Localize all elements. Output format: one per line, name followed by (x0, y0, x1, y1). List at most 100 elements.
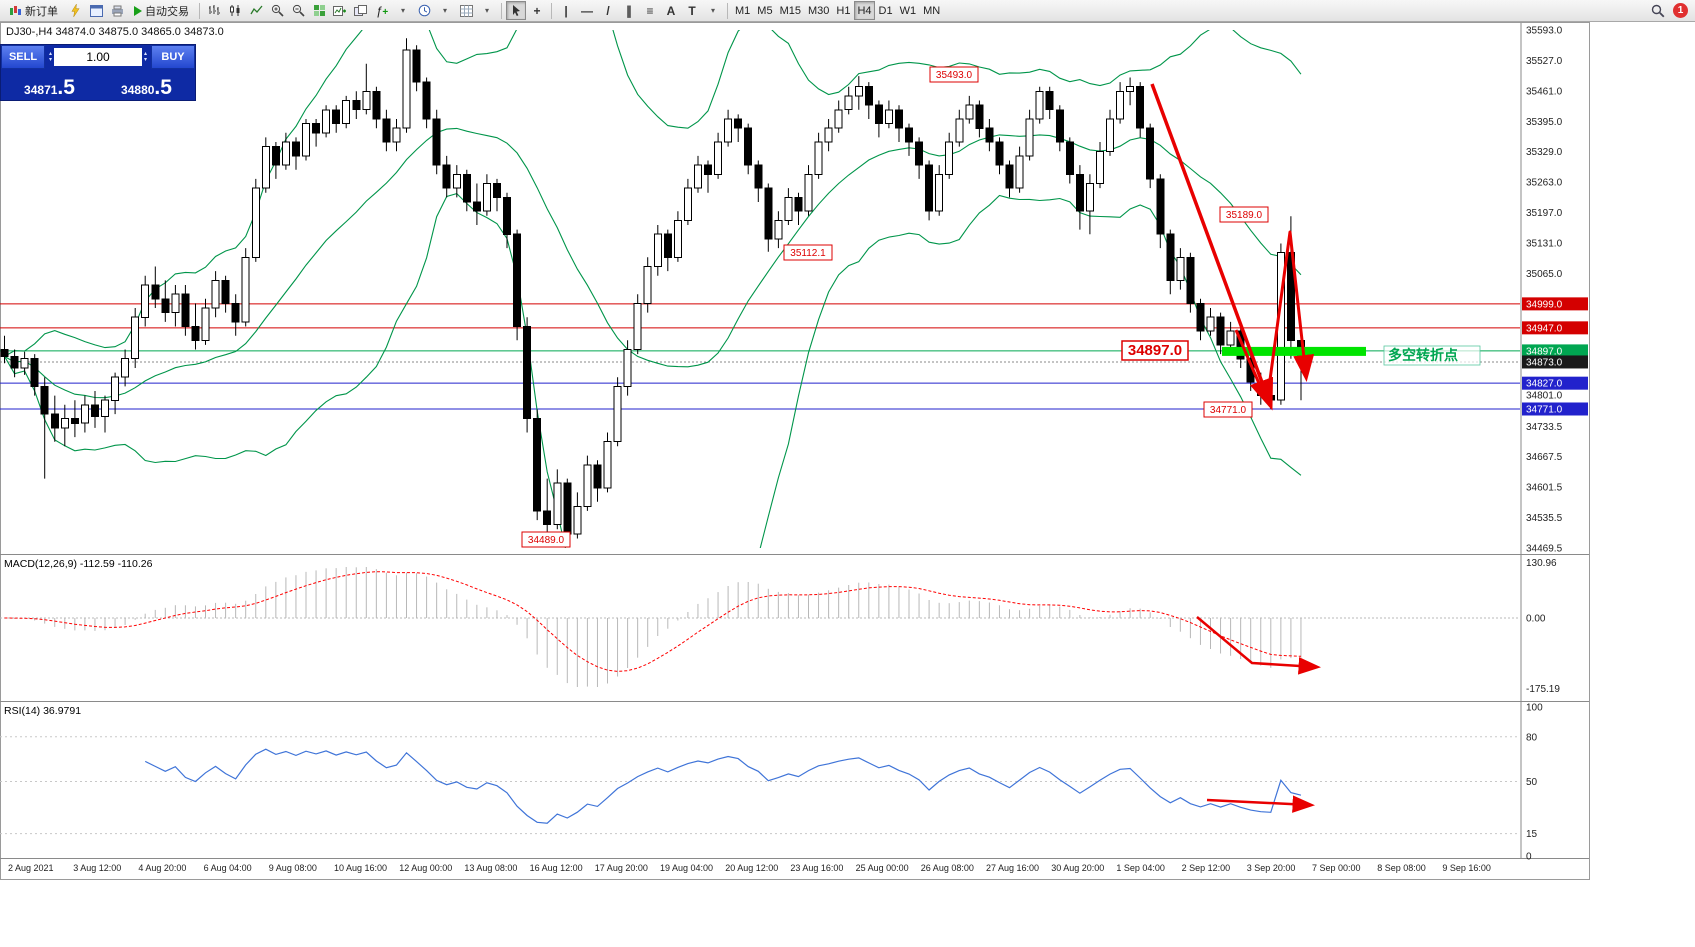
svg-text:34601.5: 34601.5 (1526, 483, 1563, 494)
svg-text:34999.0: 34999.0 (1526, 299, 1563, 310)
svg-text:0.00: 0.00 (1526, 614, 1546, 625)
svg-text:35395.0: 35395.0 (1526, 117, 1563, 128)
timeframe-m30[interactable]: M30 (805, 1, 832, 20)
zoom-in-button[interactable] (267, 1, 287, 20)
toolbar-separator (727, 2, 728, 19)
new-order-label: 新订单 (25, 5, 58, 18)
svg-text:20 Aug 12:00: 20 Aug 12:00 (725, 863, 778, 873)
trendline-tool[interactable]: / (598, 1, 618, 20)
templates-button[interactable] (456, 1, 476, 20)
svg-text:35593.0: 35593.0 (1526, 26, 1563, 37)
fibonacci-tool[interactable]: ≡ (640, 1, 660, 20)
line-chart-type-button[interactable] (246, 1, 266, 20)
tile-windows-button[interactable] (309, 1, 329, 20)
svg-text:2 Aug 2021: 2 Aug 2021 (8, 863, 54, 873)
horizontal-line-tool[interactable]: — (577, 1, 597, 20)
trendline-icon: / (606, 3, 610, 18)
cursor-tool-button[interactable] (506, 1, 526, 20)
price-tag (1522, 297, 1588, 311)
svg-text:34771.0: 34771.0 (1210, 405, 1247, 416)
svg-text:9 Aug 08:00: 9 Aug 08:00 (269, 863, 317, 873)
expert-advisor-button[interactable] (65, 1, 85, 20)
period-dropdown[interactable]: ▾ (435, 1, 455, 20)
new-chart-button[interactable] (330, 1, 350, 20)
svg-text:35527.0: 35527.0 (1526, 56, 1563, 67)
svg-text:2 Sep 12:00: 2 Sep 12:00 (1182, 863, 1231, 873)
sell-button[interactable]: SELL (1, 45, 45, 69)
printer-icon (111, 5, 123, 16)
svg-text:0: 0 (1526, 852, 1532, 863)
timeframe-mn[interactable]: MN (920, 1, 943, 20)
svg-text:10 Aug 16:00: 10 Aug 16:00 (334, 863, 387, 873)
toolbar-separator (551, 2, 552, 19)
svg-text:34897.0: 34897.0 (1526, 346, 1563, 357)
arrows-dropdown[interactable]: ▾ (703, 1, 723, 20)
turning-point-note: 多空转折点 (1383, 345, 1481, 366)
channel-tool[interactable]: ∥ (619, 1, 639, 20)
timeframe-label: M30 (807, 4, 830, 17)
profiles-button[interactable] (351, 1, 371, 20)
svg-text:1 Sep 04:00: 1 Sep 04:00 (1116, 863, 1165, 873)
notification-badge[interactable]: 1 (1673, 3, 1688, 18)
print-button[interactable] (107, 1, 127, 20)
buy-button[interactable]: BUY (151, 45, 195, 69)
price-annotation: 35112.1 (783, 244, 833, 261)
search-button[interactable] (1648, 1, 1668, 20)
candlestick-type-button[interactable] (225, 1, 245, 20)
text-icon: A (666, 3, 676, 18)
svg-text:34897.0: 34897.0 (1128, 342, 1182, 359)
text-label-tool[interactable]: T (682, 1, 702, 20)
svg-text:3 Aug 12:00: 3 Aug 12:00 (73, 863, 121, 873)
volume-down-arrow-icon[interactable]: ▴ ▾ (49, 51, 53, 63)
timeframe-w1[interactable]: W1 (897, 1, 920, 20)
buy-price[interactable]: 34880.5 (98, 76, 195, 99)
lightning-icon (70, 4, 80, 17)
bar-chart-type-button[interactable] (204, 1, 224, 20)
price-tag (1522, 355, 1588, 369)
zoom-out-button[interactable] (288, 1, 308, 20)
chart-window-button[interactable] (86, 1, 106, 20)
clock-icon (418, 4, 430, 17)
price-annotation: 35189.0 (1219, 206, 1269, 223)
svg-text:30 Aug 20:00: 30 Aug 20:00 (1051, 863, 1104, 873)
timeframe-label: M1 (735, 4, 751, 17)
text-tool[interactable]: A (661, 1, 681, 20)
price-annotation: 34489.0 (521, 531, 571, 548)
volume-input[interactable]: 1.00 (54, 48, 142, 66)
templates-dropdown[interactable]: ▾ (477, 1, 497, 20)
buy-price-fraction: .5 (154, 76, 172, 99)
auto-trading-button[interactable]: 自动交易 (128, 1, 195, 20)
indicators-dropdown[interactable]: ▾ (393, 1, 413, 20)
period-button[interactable] (414, 1, 434, 20)
drawn-arrow (1150, 83, 1274, 411)
sell-price[interactable]: 34871.5 (1, 77, 98, 98)
toolbar-separator (501, 2, 502, 19)
svg-text:35131.0: 35131.0 (1526, 239, 1563, 250)
timeframe-d1[interactable]: D1 (876, 1, 896, 20)
svg-text:34801.0: 34801.0 (1526, 391, 1563, 402)
price-tag (1522, 344, 1588, 358)
crosshair-tool-button[interactable]: + (527, 1, 547, 20)
svg-text:34827.0: 34827.0 (1526, 379, 1563, 390)
svg-text:80: 80 (1526, 732, 1538, 743)
auto-trading-label: 自动交易 (145, 5, 189, 18)
volume-up-arrow-icon[interactable]: ▴ ▾ (143, 51, 147, 63)
vertical-line-tool[interactable]: | (556, 1, 576, 20)
timeframe-m5[interactable]: M5 (754, 1, 775, 20)
profiles-icon (354, 4, 367, 16)
new-order-button[interactable]: 新订单 (3, 1, 64, 20)
timeframe-m15[interactable]: M15 (777, 1, 804, 20)
crosshair-icon: + (533, 3, 541, 18)
indicators-button[interactable]: ƒ+ (372, 1, 392, 20)
timeframe-m1[interactable]: M1 (732, 1, 753, 20)
timeframe-h1[interactable]: H1 (833, 1, 853, 20)
price-tag (1522, 402, 1588, 416)
text-label-icon: T (688, 3, 696, 18)
svg-text:7 Sep 00:00: 7 Sep 00:00 (1312, 863, 1361, 873)
chart-window-frame (0, 22, 1590, 880)
chevron-down-icon: ▾ (442, 6, 447, 15)
timeframe-h4[interactable]: H4 (854, 1, 875, 20)
line-chart-icon (249, 5, 262, 15)
